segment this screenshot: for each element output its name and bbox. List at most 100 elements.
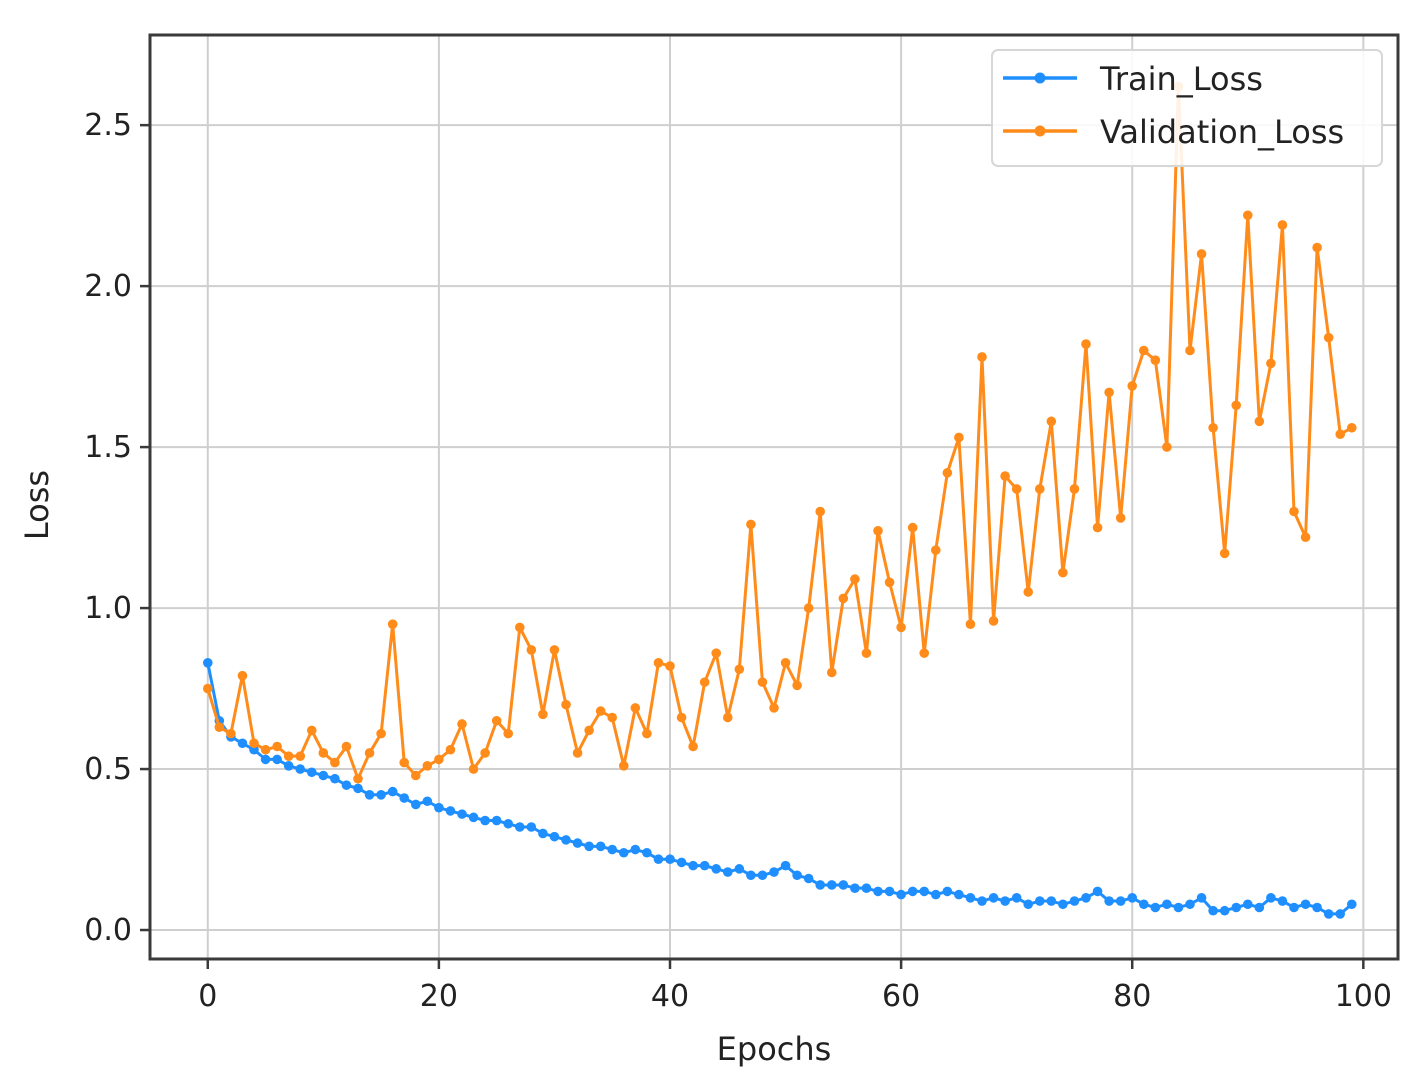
train-loss-point — [653, 854, 664, 864]
validation-loss-point — [907, 522, 918, 533]
validation-loss-point — [214, 722, 225, 732]
validation-loss-point — [572, 748, 583, 758]
validation-loss-point — [1150, 355, 1161, 365]
validation-loss-point — [1196, 249, 1207, 259]
validation-loss-point — [884, 577, 895, 588]
train-loss-point — [1150, 902, 1161, 913]
train-loss-point — [965, 893, 976, 903]
validation-loss-point — [1242, 210, 1253, 221]
train-loss-point — [1115, 896, 1126, 906]
train-loss-point — [399, 793, 410, 803]
train-loss-point — [896, 889, 906, 900]
validation-loss-point — [838, 593, 849, 604]
validation-loss-point — [387, 619, 398, 629]
train-loss-point — [1242, 899, 1253, 910]
validation-loss-point — [722, 712, 733, 723]
train-loss-point — [746, 870, 756, 881]
train-loss-point — [1138, 899, 1149, 910]
validation-loss-point — [1208, 422, 1218, 433]
train-loss-point — [1231, 902, 1242, 913]
train-loss-point — [1219, 905, 1230, 916]
validation-loss-point — [260, 744, 271, 755]
train-loss-point — [364, 790, 375, 800]
y-tick-label: 2.0 — [84, 269, 132, 304]
x-tick-label: 60 — [882, 979, 920, 1014]
train-loss-point — [826, 880, 837, 890]
validation-loss-point — [422, 761, 433, 771]
validation-loss-point — [295, 751, 306, 761]
y-tick-label: 0.5 — [84, 752, 132, 787]
train-loss-point — [1058, 899, 1068, 910]
validation-loss-point — [249, 738, 259, 749]
train-loss-point — [1092, 886, 1103, 897]
train-loss-point — [318, 770, 329, 781]
validation-loss-point — [1219, 548, 1230, 559]
train-loss-point — [422, 796, 433, 807]
validation-loss-legend-marker — [1034, 125, 1046, 137]
validation-loss-point — [306, 725, 317, 736]
series-layer — [202, 81, 1357, 919]
validation-loss-point — [364, 748, 375, 758]
validation-loss-point — [1023, 587, 1034, 597]
validation-loss-point — [988, 616, 999, 626]
train-loss-point — [630, 844, 641, 855]
train-loss-point — [1300, 899, 1311, 910]
validation-loss-point — [711, 648, 722, 658]
validation-loss-point — [665, 661, 675, 671]
y-axis-label: Loss — [18, 470, 56, 540]
validation-loss-point — [1323, 332, 1334, 343]
x-axis-label: Epochs — [717, 1030, 832, 1068]
train-loss-series-line — [206, 661, 1354, 916]
validation-loss-point — [330, 757, 340, 768]
train-loss-legend-marker — [1034, 72, 1046, 84]
validation-loss-point — [977, 352, 987, 362]
train-loss-point — [410, 799, 421, 810]
train-loss-point — [387, 786, 398, 797]
train-loss-point — [202, 658, 213, 668]
validation-loss-point — [1346, 422, 1357, 433]
train-loss-point — [930, 889, 941, 900]
validation-loss-point — [792, 680, 802, 691]
y-tick-label: 1.5 — [84, 430, 132, 465]
validation-loss-point — [734, 664, 745, 675]
train-loss-point — [665, 854, 675, 864]
validation-loss-point — [919, 648, 930, 658]
validation-loss-point — [746, 519, 756, 530]
validation-loss-point — [410, 770, 421, 781]
validation-loss-point — [457, 719, 467, 729]
validation-loss-point — [630, 703, 641, 713]
train-loss-point — [561, 835, 571, 845]
validation-loss-point — [653, 658, 664, 668]
train-loss-point — [584, 841, 594, 852]
train-loss-point — [1173, 902, 1184, 913]
validation-loss-point — [561, 699, 571, 710]
validation-loss-point — [480, 748, 490, 758]
train-loss-point — [1323, 909, 1334, 919]
validation-loss-point — [1138, 345, 1149, 356]
legend: Train_Loss Validation_Loss — [991, 49, 1383, 167]
validation-loss-point — [468, 764, 479, 774]
validation-loss-point — [272, 741, 282, 752]
plot-frame — [148, 33, 1400, 961]
train-loss-point — [988, 893, 999, 903]
train-loss-point — [1254, 902, 1265, 913]
validation-loss-point — [1127, 381, 1138, 391]
train-loss-point — [526, 822, 537, 832]
train-loss-point — [1346, 899, 1357, 910]
validation-loss-point — [434, 754, 444, 765]
train-loss-point — [1312, 902, 1322, 913]
validation-loss-point — [399, 757, 410, 768]
validation-loss-point — [942, 468, 953, 478]
train-loss-point — [538, 828, 548, 839]
validation-loss-point — [226, 728, 236, 739]
train-loss-point — [503, 818, 514, 829]
train-loss-point — [919, 886, 930, 897]
train-loss-legend-label: Train_Loss — [1099, 60, 1263, 98]
validation-loss-point — [445, 744, 456, 755]
train-loss-point — [468, 812, 479, 823]
validation-loss-point — [1277, 220, 1288, 230]
validation-loss-point — [1069, 484, 1080, 494]
train-loss-point — [1104, 896, 1114, 906]
